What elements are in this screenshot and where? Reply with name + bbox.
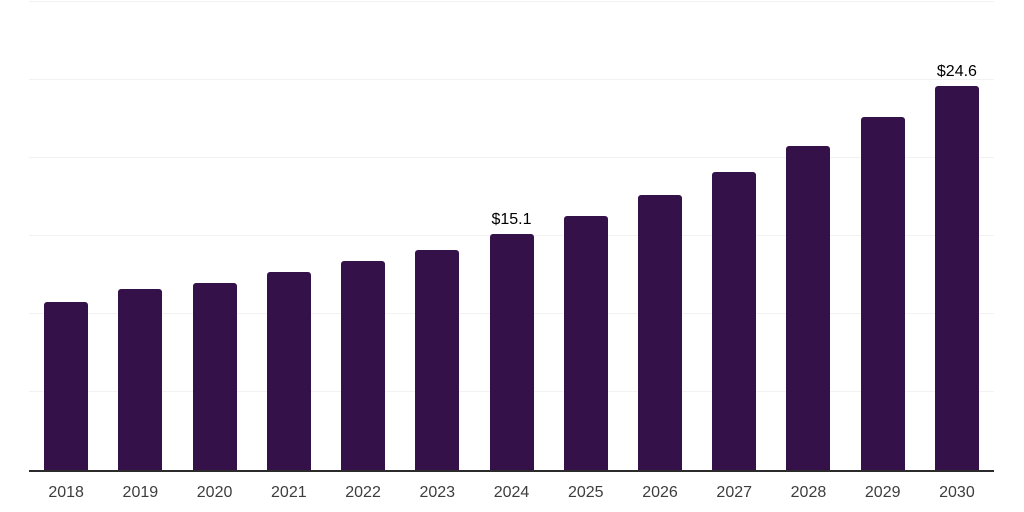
x-axis-label-2026: 2026 — [642, 484, 678, 501]
bar-slot-2026 — [623, 2, 697, 470]
bar-slot-2027 — [697, 2, 771, 470]
x-axis-label-2018: 2018 — [48, 484, 84, 501]
x-axis-label-2024: 2024 — [493, 484, 530, 501]
x-axis-label-2027: 2027 — [716, 484, 753, 501]
bar-slot-2025 — [549, 2, 623, 470]
x-axis-label-2030: 2030 — [939, 484, 975, 501]
bar-2018 — [44, 301, 89, 470]
bar-2019 — [118, 289, 163, 470]
x-axis-label-2029: 2029 — [864, 484, 901, 501]
bar-slot-2024: $15.1 — [474, 2, 548, 470]
bar-2026 — [637, 195, 682, 470]
x-axis-label-2023: 2023 — [419, 484, 456, 501]
bar-slot-2022 — [326, 2, 400, 470]
bar-2021 — [266, 271, 311, 470]
bar-slot-2028 — [771, 2, 845, 470]
bar-slot-2019 — [103, 2, 177, 470]
bar-slot-2018 — [29, 2, 103, 470]
data-label-2024: $15.1 — [491, 211, 532, 229]
bar-2023 — [415, 250, 460, 470]
bar-slot-2023 — [400, 2, 474, 470]
gridline-30 — [29, 1, 994, 2]
bar-2020 — [192, 282, 237, 470]
x-axis-labels: 2018 2019 2020 2021 2022 2023 2024 2025 2026 2027… — [29, 472, 994, 501]
bar-slot-2021 — [252, 2, 326, 470]
x-axis-label-2020: 2020 — [196, 484, 233, 501]
bar-2030 — [934, 86, 979, 470]
bar-2025 — [563, 215, 608, 470]
bar-2029 — [860, 117, 905, 470]
gridline-25 — [29, 79, 994, 80]
gridline-20 — [29, 157, 994, 158]
bar-2028 — [786, 145, 831, 470]
x-axis-label-2028: 2028 — [790, 484, 827, 501]
bars-layer: $15.1 $24.6 — [29, 2, 994, 470]
bar-2024 — [489, 234, 534, 470]
bar-2027 — [712, 172, 757, 470]
x-axis-label-2019: 2019 — [122, 484, 159, 501]
data-label-2030: $24.6 — [936, 63, 977, 81]
bar-2022 — [341, 260, 386, 470]
x-axis-label-2025: 2025 — [567, 484, 604, 501]
bar-slot-2030: $24.6 — [920, 2, 994, 470]
x-axis-label-2021: 2021 — [271, 484, 307, 501]
bar-slot-2020 — [177, 2, 251, 470]
x-axis-label-2022: 2022 — [345, 484, 381, 501]
bar-slot-2029 — [846, 2, 920, 470]
plot-area: $15.1 $24.6 — [29, 1, 994, 472]
